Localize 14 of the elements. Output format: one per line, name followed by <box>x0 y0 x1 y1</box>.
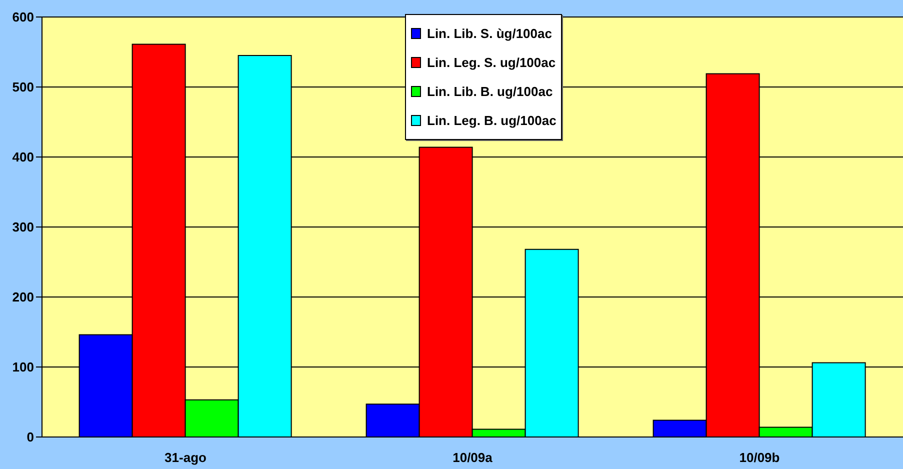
y-tick-label: 400 <box>12 150 34 165</box>
y-tick-label: 200 <box>12 290 34 305</box>
legend-label: Lin. Lib. S. ùg/100ac <box>427 26 552 41</box>
y-tick-label: 0 <box>26 430 34 445</box>
x-tick-label: 10/09b <box>739 450 780 466</box>
y-tick-label: 300 <box>12 220 34 235</box>
x-tick-label: 31-ago <box>164 450 207 466</box>
y-tick-label: 500 <box>12 80 34 95</box>
legend-label: Lin. Leg. B. ug/100ac <box>427 113 556 128</box>
x-tick-label: 10/09a <box>452 450 494 466</box>
legend-label: Lin. Lib. B. ug/100ac <box>427 84 553 99</box>
legend-label: Lin. Leg. S. ug/100ac <box>427 55 556 70</box>
y-tick-label: 600 <box>12 10 34 25</box>
y-tick-label: 100 <box>12 360 34 375</box>
